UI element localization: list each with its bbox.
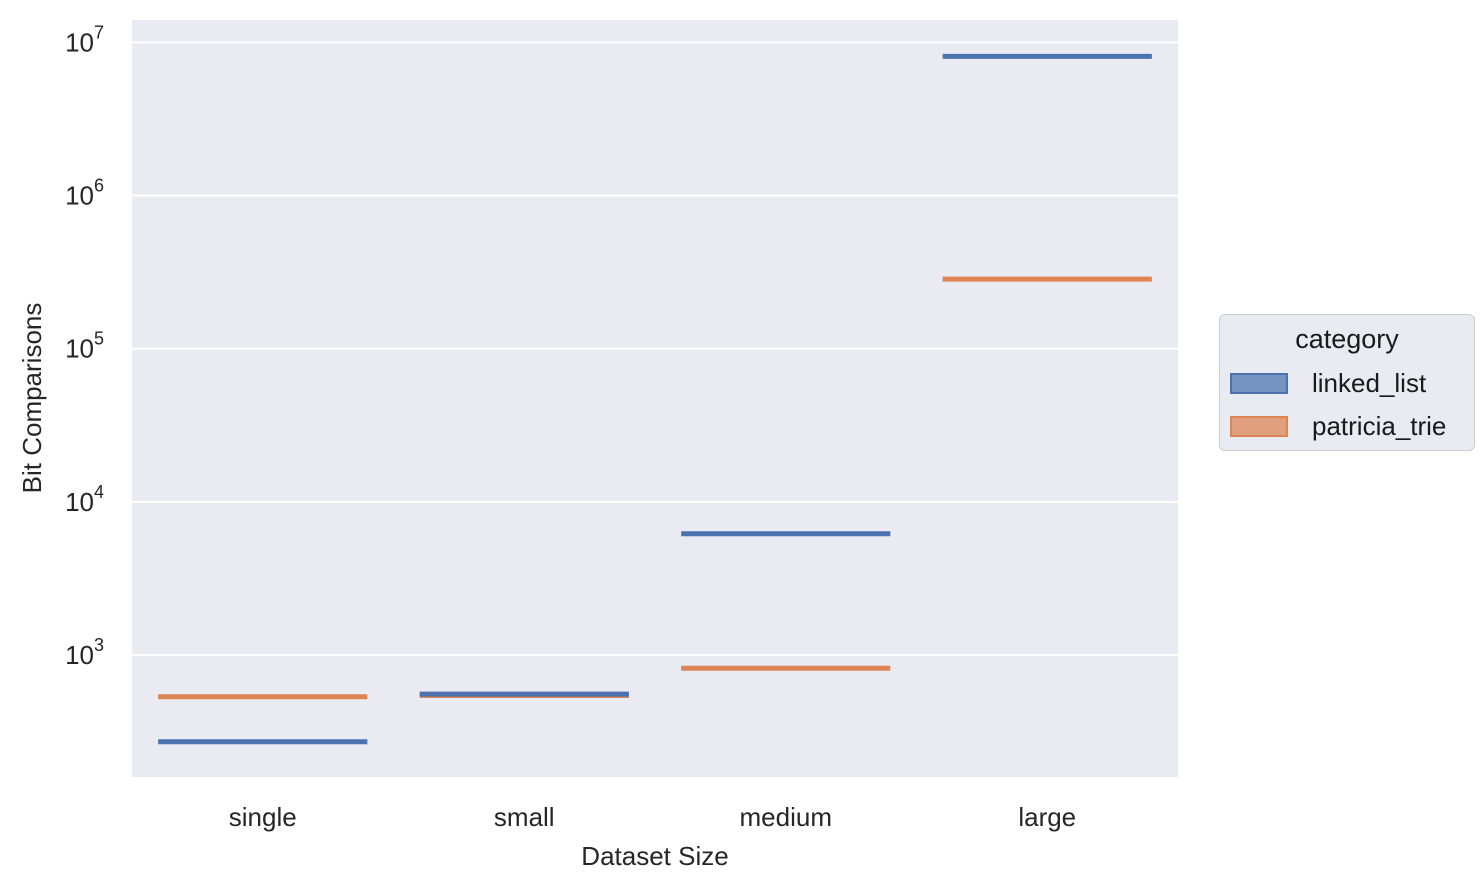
x-tick-label-medium: medium [740,802,832,832]
legend-swatch-patricia-trie [1230,415,1288,437]
legend-swatch-linked-list [1230,372,1288,394]
y-tick-label: 106 [65,176,104,211]
legend-label-patricia-trie: patricia_trie [1312,410,1447,441]
x-axis-label: Dataset Size [581,841,728,871]
x-tick-label-small: small [494,802,555,832]
y-tick-label: 104 [65,482,104,517]
legend-item-patricia-trie: patricia_trie [1230,411,1446,441]
plot-area [132,20,1178,777]
y-tick-label: 103 [65,635,104,670]
data-marks [158,53,1152,745]
x-tick-label-single: single [229,802,297,832]
y-tick-labels: 103 104 105 106 107 [65,22,104,670]
legend: category linked_list patricia_trie [1219,314,1475,451]
y-tick-label: 105 [65,329,104,364]
x-tick-label-large: large [1018,802,1076,832]
gridlines [132,41,1178,657]
legend-label-linked-list: linked_list [1312,367,1427,398]
legend-title: category [1295,324,1399,354]
x-tick-labels: single small medium large [229,802,1076,832]
y-tick-label: 107 [65,22,104,57]
y-axis-label: Bit Comparisons [17,303,47,494]
legend-item-linked-list: linked_list [1230,368,1426,398]
